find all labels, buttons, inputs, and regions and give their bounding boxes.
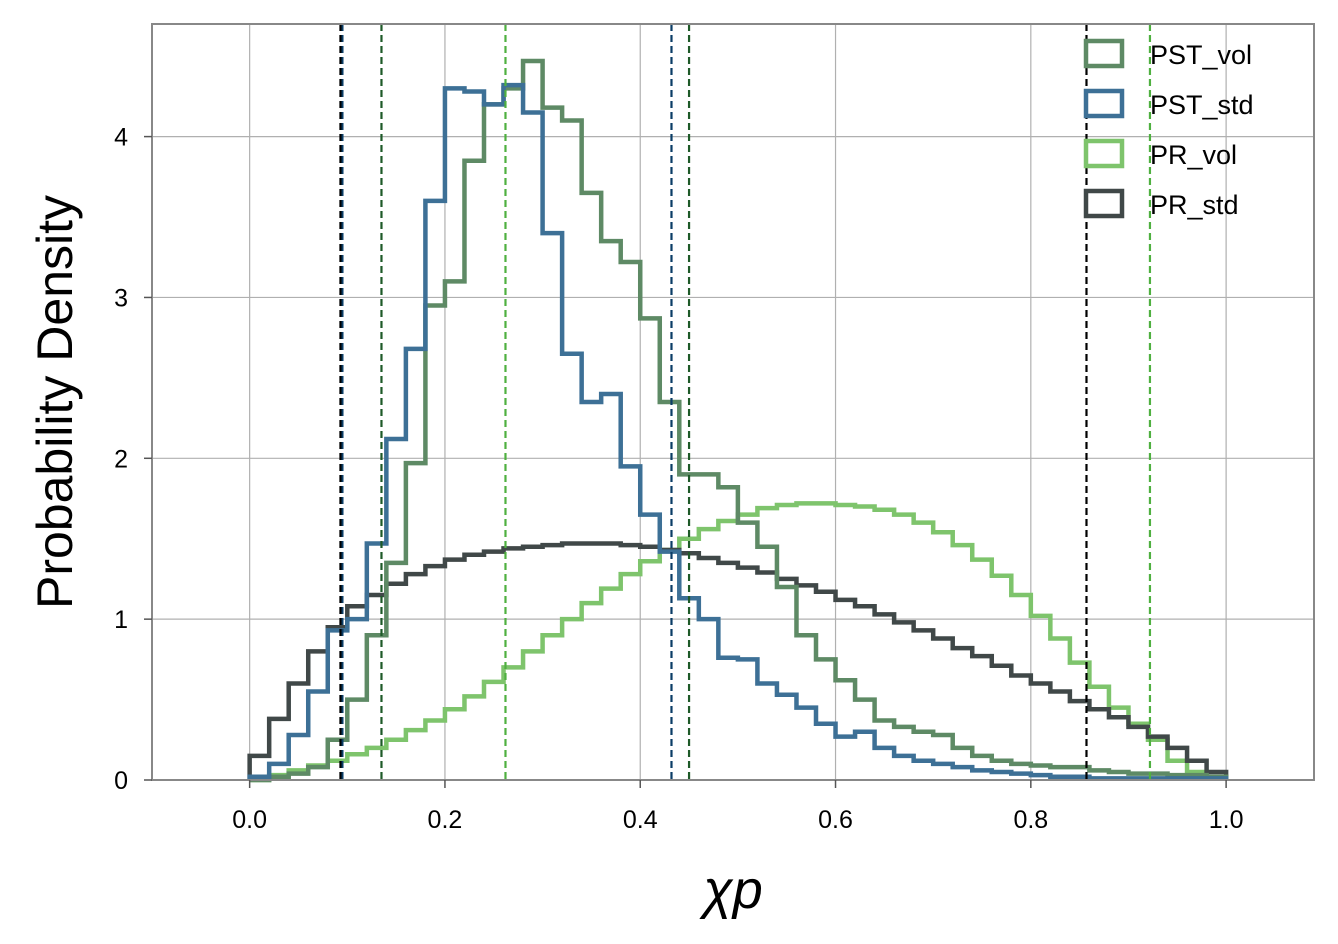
x-axis-label: χp <box>699 860 763 920</box>
legend-swatch <box>1083 138 1125 169</box>
y-tick-label: 1 <box>114 606 128 634</box>
legend-swatch <box>1083 188 1125 219</box>
legend-swatch <box>1083 38 1125 69</box>
x-axis-ticks: 0.0 0.2 0.4 0.6 0.8 1.0 <box>232 780 1244 834</box>
histogram-series <box>247 58 1229 783</box>
credible-interval-lines <box>339 24 1152 780</box>
y-tick-label: 2 <box>114 445 128 473</box>
legend-swatch <box>1083 88 1125 119</box>
x-tick-label: 0.0 <box>232 806 267 834</box>
y-axis-label: Probability Density <box>27 195 83 609</box>
y-tick-label: 3 <box>114 284 128 312</box>
legend-label: PR_std <box>1150 190 1239 220</box>
x-tick-label: 0.8 <box>1013 806 1048 834</box>
histogram-pr-std <box>247 541 1229 780</box>
y-axis-ticks: 0 1 2 3 4 <box>114 124 152 795</box>
histogram-pst-vol <box>249 58 1229 783</box>
y-tick-label: 4 <box>114 124 128 152</box>
x-tick-label: 0.2 <box>428 806 463 834</box>
legend-label: PST_vol <box>1150 40 1252 70</box>
x-tick-label: 0.4 <box>623 806 658 834</box>
y-tick-label: 0 <box>114 767 128 795</box>
plot-frame <box>151 23 1315 781</box>
legend-label: PST_std <box>1150 90 1254 120</box>
legend-label: PR_vol <box>1150 140 1237 170</box>
legend-item: PR_std <box>1083 188 1239 220</box>
legend: PST_vol PST_std PR_vol PR_std <box>1083 38 1254 220</box>
legend-item: PST_vol <box>1083 38 1252 70</box>
legend-item: PR_vol <box>1083 138 1237 170</box>
legend-item: PST_std <box>1083 88 1254 120</box>
histogram-pst-std <box>247 82 1229 781</box>
x-tick-label: 1.0 <box>1209 806 1244 834</box>
x-tick-label: 0.6 <box>818 806 853 834</box>
